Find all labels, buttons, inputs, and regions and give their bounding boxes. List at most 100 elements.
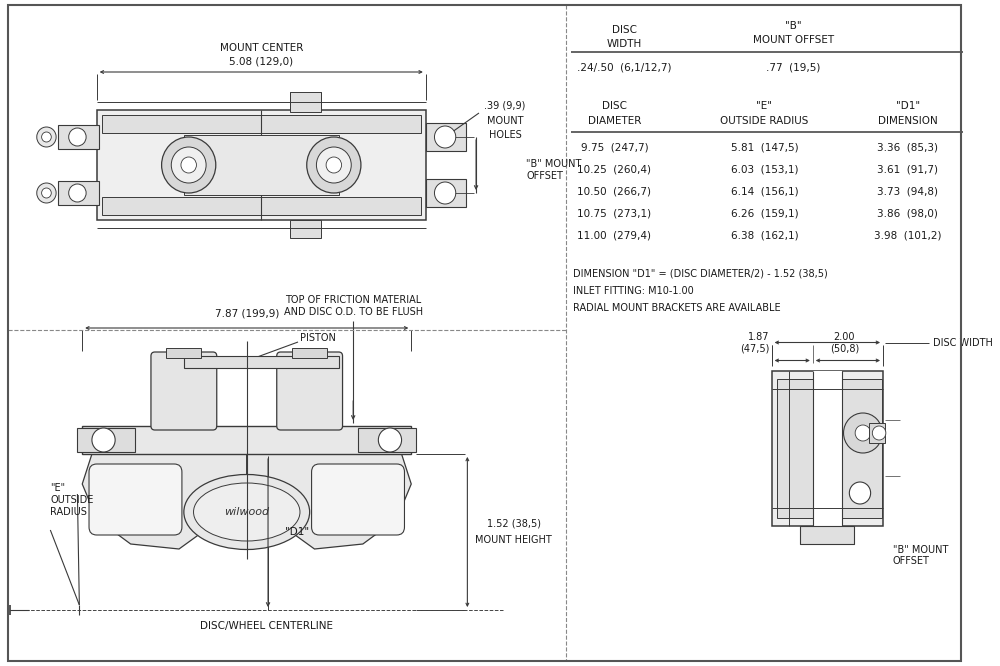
Bar: [772, 370, 883, 525]
Text: 5.08 (129,0): 5.08 (129,0): [229, 56, 293, 66]
Text: 1.52 (38,5): 1.52 (38,5): [487, 519, 541, 529]
Text: MOUNT HEIGHT: MOUNT HEIGHT: [475, 535, 552, 545]
Text: DISC/WHEEL CENTERLINE: DISC/WHEEL CENTERLINE: [200, 621, 333, 631]
Polygon shape: [247, 454, 411, 549]
Text: 3.61  (91,7): 3.61 (91,7): [877, 165, 938, 175]
Bar: [184, 135, 339, 195]
Circle shape: [316, 147, 351, 183]
Bar: [102, 197, 421, 215]
Text: "E": "E": [756, 101, 772, 111]
Text: .77  (19,5): .77 (19,5): [766, 63, 821, 73]
Circle shape: [434, 182, 456, 204]
Circle shape: [434, 126, 456, 148]
Bar: [290, 92, 321, 112]
Text: 6.26  (159,1): 6.26 (159,1): [731, 209, 798, 219]
Text: 6.14  (156,1): 6.14 (156,1): [731, 187, 798, 197]
Circle shape: [855, 425, 871, 441]
Circle shape: [92, 428, 115, 452]
Polygon shape: [82, 454, 247, 549]
Circle shape: [171, 147, 206, 183]
Text: DIAMETER: DIAMETER: [588, 116, 641, 126]
Text: "B" MOUNT
OFFSET: "B" MOUNT OFFSET: [893, 545, 948, 566]
Bar: [97, 110, 426, 220]
Circle shape: [849, 482, 871, 504]
Text: INLET FITTING: M10-1.00: INLET FITTING: M10-1.00: [573, 286, 694, 296]
Circle shape: [326, 157, 342, 173]
Circle shape: [872, 426, 886, 440]
Text: 3.98  (101,2): 3.98 (101,2): [874, 231, 941, 241]
Text: MOUNT CENTER: MOUNT CENTER: [220, 43, 303, 53]
Ellipse shape: [184, 474, 310, 549]
Text: 2.00
(50,8): 2.00 (50,8): [830, 332, 859, 353]
Text: "B" MOUNT
OFFSET: "B" MOUNT OFFSET: [526, 159, 582, 180]
Bar: [800, 525, 854, 543]
Text: 10.50  (266,7): 10.50 (266,7): [577, 187, 651, 197]
Text: 11.00  (279,4): 11.00 (279,4): [577, 231, 651, 241]
Bar: [82, 426, 411, 454]
Text: DISC: DISC: [612, 25, 637, 35]
Bar: [102, 115, 421, 133]
Circle shape: [844, 413, 882, 453]
FancyBboxPatch shape: [151, 352, 217, 430]
Text: DISC WIDTH: DISC WIDTH: [933, 338, 993, 348]
Circle shape: [37, 183, 56, 203]
Text: "D1": "D1": [896, 101, 920, 111]
Text: TOP OF FRICTION MATERIAL
AND DISC O.D. TO BE FLUSH: TOP OF FRICTION MATERIAL AND DISC O.D. T…: [284, 295, 423, 317]
Text: 7.87 (199,9): 7.87 (199,9): [215, 309, 279, 319]
Circle shape: [69, 128, 86, 146]
Bar: [292, 348, 327, 358]
Bar: [58, 125, 99, 149]
Circle shape: [162, 137, 216, 193]
Text: DIMENSION: DIMENSION: [878, 116, 938, 126]
Bar: [77, 428, 135, 452]
Text: WIDTH: WIDTH: [607, 39, 642, 49]
Text: DISC: DISC: [602, 101, 627, 111]
Text: OUTSIDE RADIUS: OUTSIDE RADIUS: [720, 116, 809, 126]
Circle shape: [69, 184, 86, 202]
Text: .24/.50  (6,1/12,7): .24/.50 (6,1/12,7): [577, 63, 671, 73]
Text: 10.75  (273,1): 10.75 (273,1): [577, 209, 652, 219]
Text: "B": "B": [785, 21, 802, 31]
Text: wilwood: wilwood: [224, 507, 269, 517]
Text: 3.86  (98,0): 3.86 (98,0): [877, 209, 938, 219]
Text: 3.36  (85,3): 3.36 (85,3): [877, 143, 938, 153]
Text: 3.73  (94,8): 3.73 (94,8): [877, 187, 938, 197]
FancyBboxPatch shape: [277, 352, 343, 430]
Text: .39 (9,9): .39 (9,9): [484, 100, 526, 110]
Circle shape: [37, 127, 56, 147]
Bar: [426, 123, 466, 151]
Text: RADIAL MOUNT BRACKETS ARE AVAILABLE: RADIAL MOUNT BRACKETS ARE AVAILABLE: [573, 303, 780, 313]
Bar: [184, 356, 339, 368]
FancyBboxPatch shape: [89, 464, 182, 535]
Bar: [813, 370, 842, 525]
Text: PISTON: PISTON: [300, 333, 336, 343]
Text: 6.38  (162,1): 6.38 (162,1): [731, 231, 798, 241]
Bar: [842, 378, 882, 517]
Text: MOUNT: MOUNT: [487, 116, 523, 126]
Text: 1.87
(47,5): 1.87 (47,5): [740, 332, 770, 353]
Text: MOUNT OFFSET: MOUNT OFFSET: [753, 35, 834, 45]
Text: 9.75  (247,7): 9.75 (247,7): [581, 143, 648, 153]
Text: 10.25  (260,4): 10.25 (260,4): [577, 165, 651, 175]
Bar: [58, 181, 99, 205]
Ellipse shape: [194, 483, 300, 541]
Bar: [290, 220, 321, 238]
Ellipse shape: [73, 335, 421, 525]
Circle shape: [181, 157, 196, 173]
Circle shape: [378, 428, 402, 452]
Bar: [358, 428, 416, 452]
Text: "E"
OUTSIDE
RADIUS: "E" OUTSIDE RADIUS: [50, 484, 94, 517]
Bar: [869, 423, 885, 443]
Text: "D1": "D1": [285, 527, 310, 537]
Text: HOLES: HOLES: [489, 130, 521, 140]
Text: DIMENSION "D1" = (DISC DIAMETER/2) - 1.52 (38,5): DIMENSION "D1" = (DISC DIAMETER/2) - 1.5…: [573, 269, 828, 279]
Circle shape: [307, 137, 361, 193]
FancyBboxPatch shape: [312, 464, 404, 535]
Circle shape: [42, 132, 51, 142]
Bar: [426, 179, 466, 207]
Text: 5.81  (147,5): 5.81 (147,5): [731, 143, 798, 153]
Bar: [166, 348, 201, 358]
Circle shape: [42, 188, 51, 198]
Bar: [777, 378, 813, 517]
Text: 6.03  (153,1): 6.03 (153,1): [731, 165, 798, 175]
